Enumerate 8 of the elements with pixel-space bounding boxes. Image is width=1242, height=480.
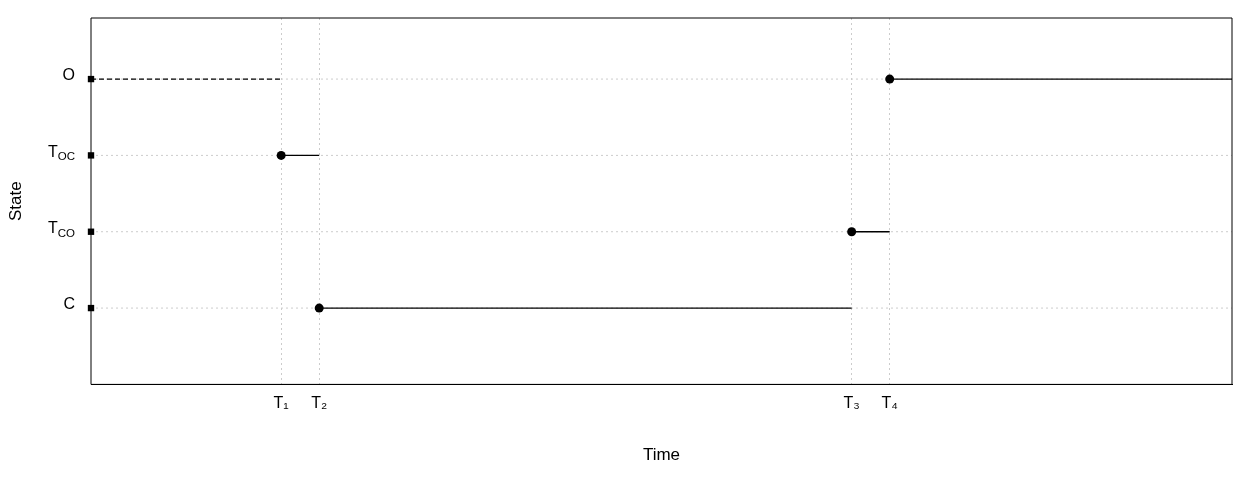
x-tick-label: T₄ — [881, 394, 898, 412]
series-label: C — [63, 295, 76, 313]
x-tick-label: T₁ — [273, 394, 289, 412]
x-tick-label: T₃ — [843, 394, 860, 412]
x-tick-label: T₂ — [311, 394, 328, 412]
y-axis-title: State — [5, 181, 25, 222]
x-axis-title: Time — [642, 445, 681, 465]
series-label: O — [62, 66, 76, 84]
